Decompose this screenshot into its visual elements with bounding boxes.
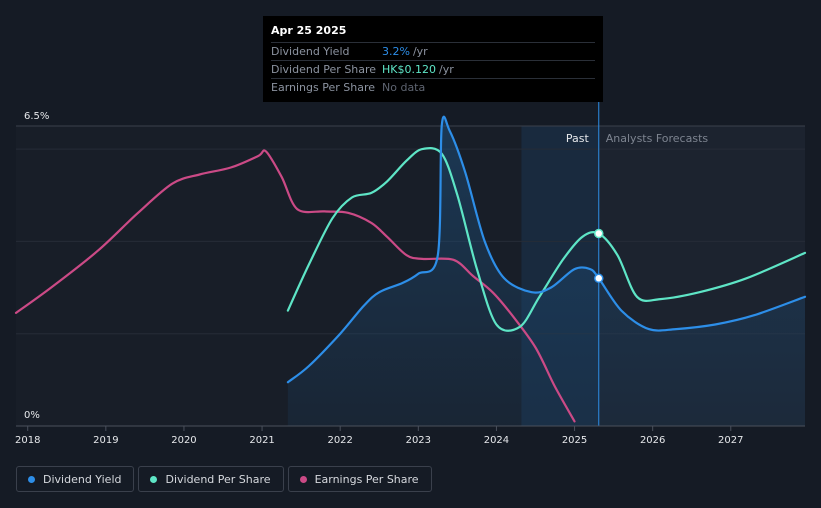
dividend-yield-marker <box>594 273 604 284</box>
tooltip-date: Apr 25 2025 <box>271 22 595 43</box>
dividend-per-share-line <box>286 147 807 332</box>
tooltip-unit: /yr <box>412 45 428 58</box>
legend-earnings-per-share[interactable]: Earnings Per Share <box>287 466 432 492</box>
past-label: Past <box>566 132 590 145</box>
x-tick-label: 2019 <box>93 435 118 446</box>
analysts-forecasts-label: Analysts Forecasts <box>606 132 709 145</box>
tooltip-value: HK$0.120 <box>382 63 436 76</box>
dividend-yield-line <box>286 115 807 384</box>
x-tick-label: 2018 <box>15 435 40 446</box>
x-tick-label: 2026 <box>640 435 665 446</box>
dividend-per-share-marker <box>594 228 604 239</box>
x-tick-label: 2025 <box>562 435 587 446</box>
tooltip-value: No data <box>382 81 426 94</box>
legend-label: Dividend Yield <box>43 472 122 486</box>
x-tick-label: 2020 <box>171 435 196 446</box>
dividend-yield-area <box>287 116 805 426</box>
x-tick-label: 2027 <box>718 435 743 446</box>
tooltip-row-dividend-yield: Dividend Yield 3.2% /yr <box>271 43 595 61</box>
tooltip: Apr 25 2025 Dividend Yield 3.2% /yr Divi… <box>263 16 603 102</box>
tooltip-value: 3.2% <box>382 45 410 58</box>
x-axis-ticks: 2018 2019 2020 2021 2022 2023 2024 2025 2026 2027 <box>15 426 744 446</box>
legend-dot-icon <box>150 475 158 483</box>
series-lines <box>14 115 807 423</box>
legend-dividend-per-share[interactable]: Dividend Per Share <box>138 466 284 492</box>
legend-dot-icon <box>299 475 307 483</box>
legend-dividend-yield[interactable]: Dividend Yield <box>16 466 135 492</box>
x-tick-label: 2024 <box>484 435 509 446</box>
legend-label: Dividend Per Share <box>165 472 271 486</box>
tooltip-label: Dividend Per Share <box>271 63 377 76</box>
x-tick-label: 2023 <box>406 435 431 446</box>
x-tick-label: 2021 <box>249 435 274 446</box>
tooltip-label: Dividend Yield <box>271 45 350 58</box>
legend: Dividend Yield Dividend Per Share Earnin… <box>16 466 436 492</box>
hover-markers <box>594 228 604 284</box>
y-axis-top-label: 6.5% <box>24 111 49 122</box>
legend-label: Earnings Per Share <box>314 472 419 486</box>
tooltip-row-dividend-per-share: Dividend Per Share HK$0.120 /yr <box>271 61 595 79</box>
tooltip-unit: /yr <box>438 63 454 76</box>
tooltip-row-earnings-per-share: Earnings Per Share No data <box>271 79 595 96</box>
x-tick-label: 2022 <box>327 435 352 446</box>
tooltip-label: Earnings Per Share <box>271 81 376 94</box>
y-axis-bottom-label: 0% <box>24 410 40 421</box>
legend-dot-icon <box>28 475 35 483</box>
